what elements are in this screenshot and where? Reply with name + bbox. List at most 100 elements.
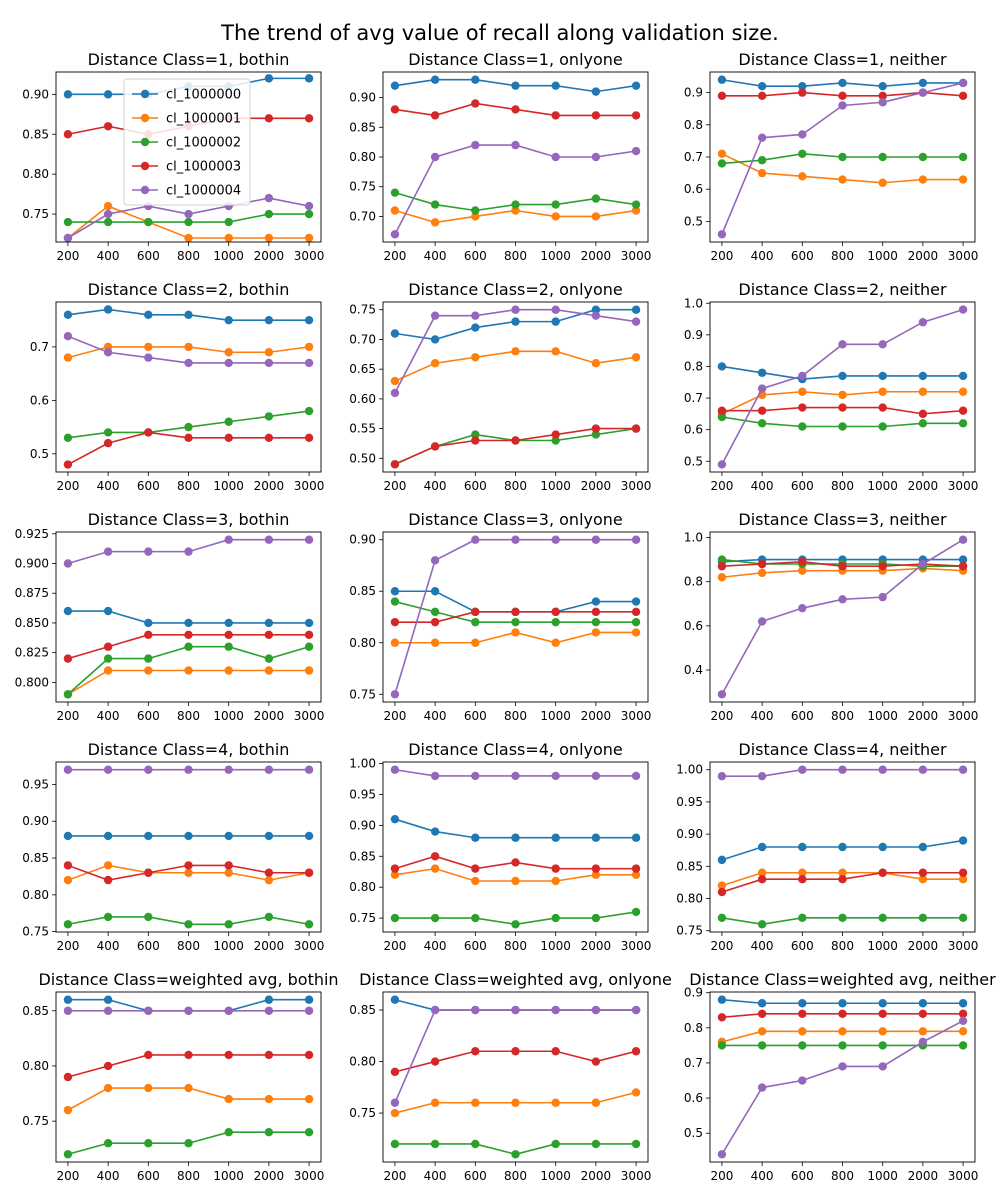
x-tick-label: 2000 <box>908 249 939 263</box>
data-point-cl_1000000 <box>390 81 400 90</box>
y-tick-label: 0.65 <box>349 362 376 376</box>
data-point-cl_1000001 <box>878 178 887 187</box>
data-point-cl_1000001 <box>798 868 807 877</box>
data-point-cl_1000000 <box>144 831 153 841</box>
x-tick-label: 800 <box>504 709 527 723</box>
data-point-cl_1000004 <box>838 595 847 604</box>
data-point-cl_1000002 <box>551 913 560 923</box>
data-point-cl_1000003 <box>304 868 314 877</box>
data-point-cl_1000000 <box>717 855 727 865</box>
x-tick-label: 2000 <box>254 939 285 953</box>
x-tick-label: 800 <box>504 249 527 263</box>
data-point-cl_1000001 <box>551 638 560 647</box>
subplot-7: Distance Class=3, bothin 0.800 0.825 0.850 0… <box>15 510 325 723</box>
y-tick-label: 0.90 <box>676 827 703 841</box>
data-point-cl_1000002 <box>471 430 480 439</box>
data-point-cl_1000004 <box>918 765 928 774</box>
data-point-cl_1000002 <box>958 1041 968 1050</box>
plot-frame <box>709 761 976 933</box>
data-point-cl_1000002 <box>511 617 520 627</box>
data-point-cl_1000004 <box>390 765 400 774</box>
data-point-cl_1000002 <box>224 920 233 929</box>
data-point-cl_1000000 <box>264 831 274 841</box>
data-point-cl_1000004 <box>264 358 274 368</box>
data-point-cl_1000002 <box>798 422 807 431</box>
data-point-cl_1000003 <box>63 460 73 469</box>
legend-entry-label: cl_1000000 <box>166 88 241 103</box>
data-point-cl_1000004 <box>511 1005 520 1015</box>
data-point-cl_1000004 <box>631 535 641 544</box>
data-point-cl_1000001 <box>631 1088 641 1097</box>
data-point-cl_1000004 <box>471 535 480 544</box>
data-point-cl_1000004 <box>471 771 480 781</box>
y-tick-label: 0.85 <box>349 120 376 134</box>
data-point-cl_1000002 <box>958 419 968 428</box>
data-point-cl_1000003 <box>304 433 314 442</box>
legend-swatch-marker <box>140 89 150 99</box>
data-point-cl_1000004 <box>390 690 400 699</box>
data-point-cl_1000004 <box>184 209 193 219</box>
data-point-cl_1000000 <box>390 329 400 338</box>
y-tick-label: 0.85 <box>349 584 376 598</box>
data-point-cl_1000003 <box>591 864 601 873</box>
y-tick-label: 0.85 <box>22 1004 49 1018</box>
data-point-cl_1000004 <box>103 348 113 357</box>
data-point-cl_1000001 <box>918 387 928 396</box>
subplot-5: Distance Class=2, onlyone 0.50 0.55 0.60 0.6… <box>349 280 651 493</box>
subplot-title: Distance Class=2, onlyone <box>408 280 623 299</box>
data-point-cl_1000002 <box>304 920 314 929</box>
y-tick-label: 0.90 <box>349 91 376 105</box>
subplot-8: Distance Class=3, onlyone 0.75 0.80 0.85 0.9… <box>349 510 651 723</box>
y-tick-label: 0.8 <box>684 118 703 132</box>
x-tick-label: 200 <box>710 479 733 493</box>
subplot-title: Distance Class=1, bothin <box>88 50 290 69</box>
x-tick-label: 600 <box>137 709 160 723</box>
data-point-cl_1000001 <box>430 1098 440 1107</box>
y-tick-label: 0.80 <box>22 1059 49 1073</box>
subplot-13: Distance Class=weighted avg, bothin 0.75 0… <box>22 970 338 1183</box>
data-point-cl_1000003 <box>591 111 601 120</box>
data-point-cl_1000001 <box>471 1098 480 1107</box>
data-point-cl_1000002 <box>264 912 274 922</box>
data-point-cl_1000004 <box>224 535 233 544</box>
y-tick-label: 0.7 <box>684 150 703 164</box>
data-point-cl_1000000 <box>878 842 887 852</box>
y-tick-label: 0.70 <box>349 332 376 346</box>
subplot-title: Distance Class=3, neither <box>738 510 947 529</box>
data-point-cl_1000004 <box>430 311 440 320</box>
data-point-cl_1000003 <box>551 607 560 617</box>
data-point-cl_1000004 <box>224 765 233 774</box>
plot-frame <box>382 531 649 703</box>
y-tick-label: 0.75 <box>22 207 49 221</box>
data-point-cl_1000003 <box>838 1009 847 1018</box>
data-point-cl_1000002 <box>144 654 153 663</box>
x-tick-label: 600 <box>464 939 487 953</box>
data-point-cl_1000003 <box>591 607 601 617</box>
data-point-cl_1000002 <box>551 436 560 445</box>
subplot-4: Distance Class=2, bothin 0.5 0.6 0.7 200 400 6… <box>30 280 324 493</box>
plot-frame <box>709 531 976 703</box>
x-tick-label: 800 <box>831 1169 854 1183</box>
y-tick-label: 0.75 <box>349 303 376 317</box>
data-point-cl_1000000 <box>591 305 601 314</box>
y-tick-label: 0.6 <box>30 393 49 407</box>
data-point-cl_1000001 <box>264 348 274 357</box>
data-point-cl_1000002 <box>304 1127 314 1137</box>
data-point-cl_1000002 <box>184 422 193 432</box>
data-point-cl_1000001 <box>224 666 233 675</box>
data-point-cl_1000003 <box>304 114 314 123</box>
data-point-cl_1000003 <box>757 406 767 415</box>
data-point-cl_1000001 <box>304 666 314 675</box>
plot-frame <box>382 301 649 473</box>
data-point-cl_1000000 <box>390 995 400 1004</box>
subplot-title: Distance Class=3, bothin <box>88 510 290 529</box>
data-point-cl_1000003 <box>511 105 520 114</box>
data-point-cl_1000000 <box>511 81 520 90</box>
data-point-cl_1000003 <box>264 114 274 123</box>
y-tick-label: 1.00 <box>349 757 376 771</box>
data-point-cl_1000002 <box>798 1041 807 1050</box>
data-point-cl_1000001 <box>264 233 274 243</box>
y-tick-label: 0.9 <box>684 986 703 1000</box>
y-tick-label: 0.90 <box>349 533 376 547</box>
data-point-cl_1000003 <box>838 403 847 412</box>
